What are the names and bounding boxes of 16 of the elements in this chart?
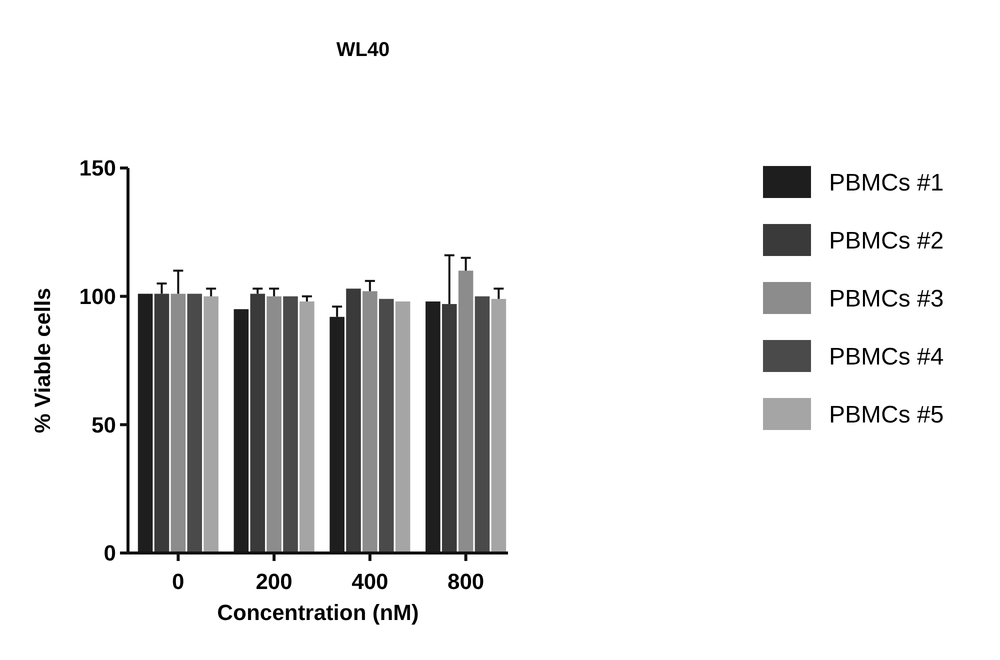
x-axis-title: Concentration (nM) [217,600,419,625]
x-tick-label: 400 [352,569,388,594]
legend-label: PBMCs #3 [829,285,944,312]
y-axis-title: % Viable cells [30,288,55,434]
x-tick-label: 0 [172,569,184,594]
legend-label: PBMCs #5 [829,401,944,428]
y-tick-label: 50 [92,412,116,438]
x-tick-label: 800 [447,569,484,594]
legend-label: PBMCs #4 [829,343,944,370]
y-tick-label: 0 [104,540,116,566]
legend-label: PBMCs #1 [829,169,944,196]
y-tick-label: 100 [79,284,116,310]
x-tick-label: 200 [256,569,292,594]
legend-label: PBMCs #2 [829,227,944,254]
chart-title: WL40 [336,39,390,61]
y-tick-label: 150 [79,156,116,181]
